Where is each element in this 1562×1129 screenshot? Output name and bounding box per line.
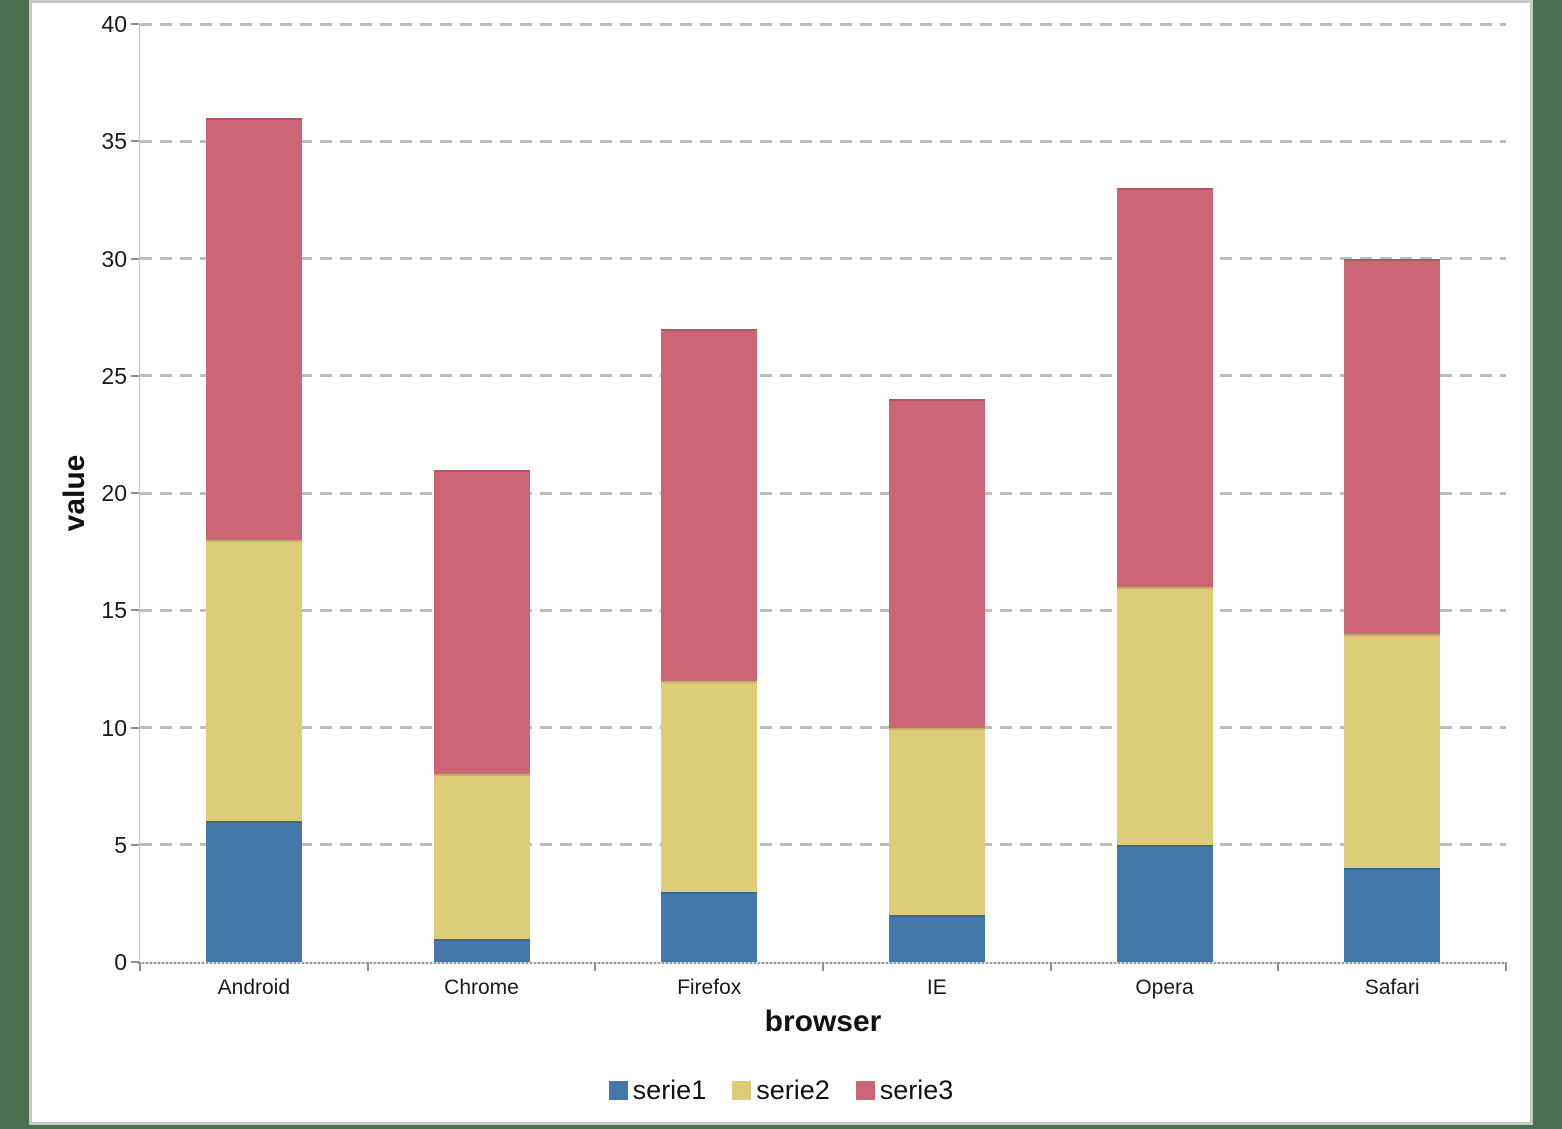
y-tick-label-35: 35 [101,128,127,155]
y-axis-tick-10 [131,726,139,729]
chart-panel: value 0 5 10 15 20 25 30 35 40 Android Chrome Fire… [29,0,1533,1125]
y-tick-label-20: 20 [101,480,127,506]
y-tick-label-10: 10 [101,714,127,741]
bar-safari-serie1 [1344,868,1441,962]
x-axis-tick [1049,962,1052,971]
bar-opera-serie2 [1116,586,1213,845]
gridline-30 [140,257,1506,260]
x-axis-title: browser [764,1005,882,1038]
gridline-15 [140,608,1506,612]
gridline-5 [140,843,1506,847]
gridline-40 [140,22,1506,26]
y-axis-labels: 0 5 10 15 20 25 30 35 40 [32,3,1530,1122]
y-axis-tick-35 [131,140,139,143]
y-axis-tick-30 [131,257,139,260]
legend-label-serie2: serie2 [756,1075,830,1105]
y-tick-label-25: 25 [101,362,127,389]
gridline-35 [140,139,1506,143]
bar-chrome-serie3 [433,469,530,775]
y-tick-label-40: 40 [101,11,127,37]
legend-swatch-serie2 [732,1081,752,1100]
bar-safari-serie3 [1344,258,1441,634]
y-axis-tick-0 [131,961,139,963]
legend-item-serie3: serie3 [855,1075,954,1106]
y-axis-tick-40 [131,23,139,25]
x-axis-tick [594,962,597,971]
bar-chrome-serie1 [433,938,530,962]
bar-opera-serie1 [1116,844,1213,962]
bar-firefox-serie3 [661,328,758,681]
bar-firefox-serie2 [661,680,758,892]
gridline-10 [140,726,1506,729]
bar-android-serie1 [205,821,302,962]
gridline-20 [140,491,1506,495]
y-axis-line [139,24,140,964]
bar-ie-serie2 [888,727,985,916]
y-tick-label-30: 30 [101,245,127,272]
gridline-25 [140,374,1506,378]
bar-android-serie3 [205,117,302,540]
y-tick-label-5: 5 [114,831,127,858]
bar-ie-serie1 [888,915,985,962]
bar-android-serie2 [205,539,302,822]
bar-firefox-serie1 [661,891,758,962]
legend-item-serie2: serie2 [732,1075,830,1106]
legend: serie1 serie2 serie3 [32,1075,1530,1106]
bar-opera-serie3 [1116,188,1213,587]
legend-swatch-serie1 [608,1081,628,1100]
y-axis-tick-25 [131,374,139,377]
bar-chrome-serie2 [433,774,530,939]
y-tick-label-15: 15 [101,597,127,624]
legend-label-serie1: serie1 [632,1075,707,1105]
legend-item-serie1: serie1 [608,1075,707,1106]
y-tick-label-0: 0 [114,949,127,975]
legend-label-serie3: serie3 [879,1075,954,1105]
y-axis-tick-15 [131,609,139,612]
x-axis-tick [366,962,369,971]
bar-safari-serie2 [1344,633,1441,869]
plot-area [131,22,1507,971]
x-axis-tick [822,962,824,971]
y-axis-tick-20 [131,492,139,494]
x-axis-tick [139,962,141,971]
x-axis-tick [1505,962,1507,971]
bar-ie-serie3 [888,399,985,728]
legend-swatch-serie3 [855,1081,875,1100]
y-axis-tick-5 [131,843,139,846]
x-axis-tick [1277,962,1280,971]
